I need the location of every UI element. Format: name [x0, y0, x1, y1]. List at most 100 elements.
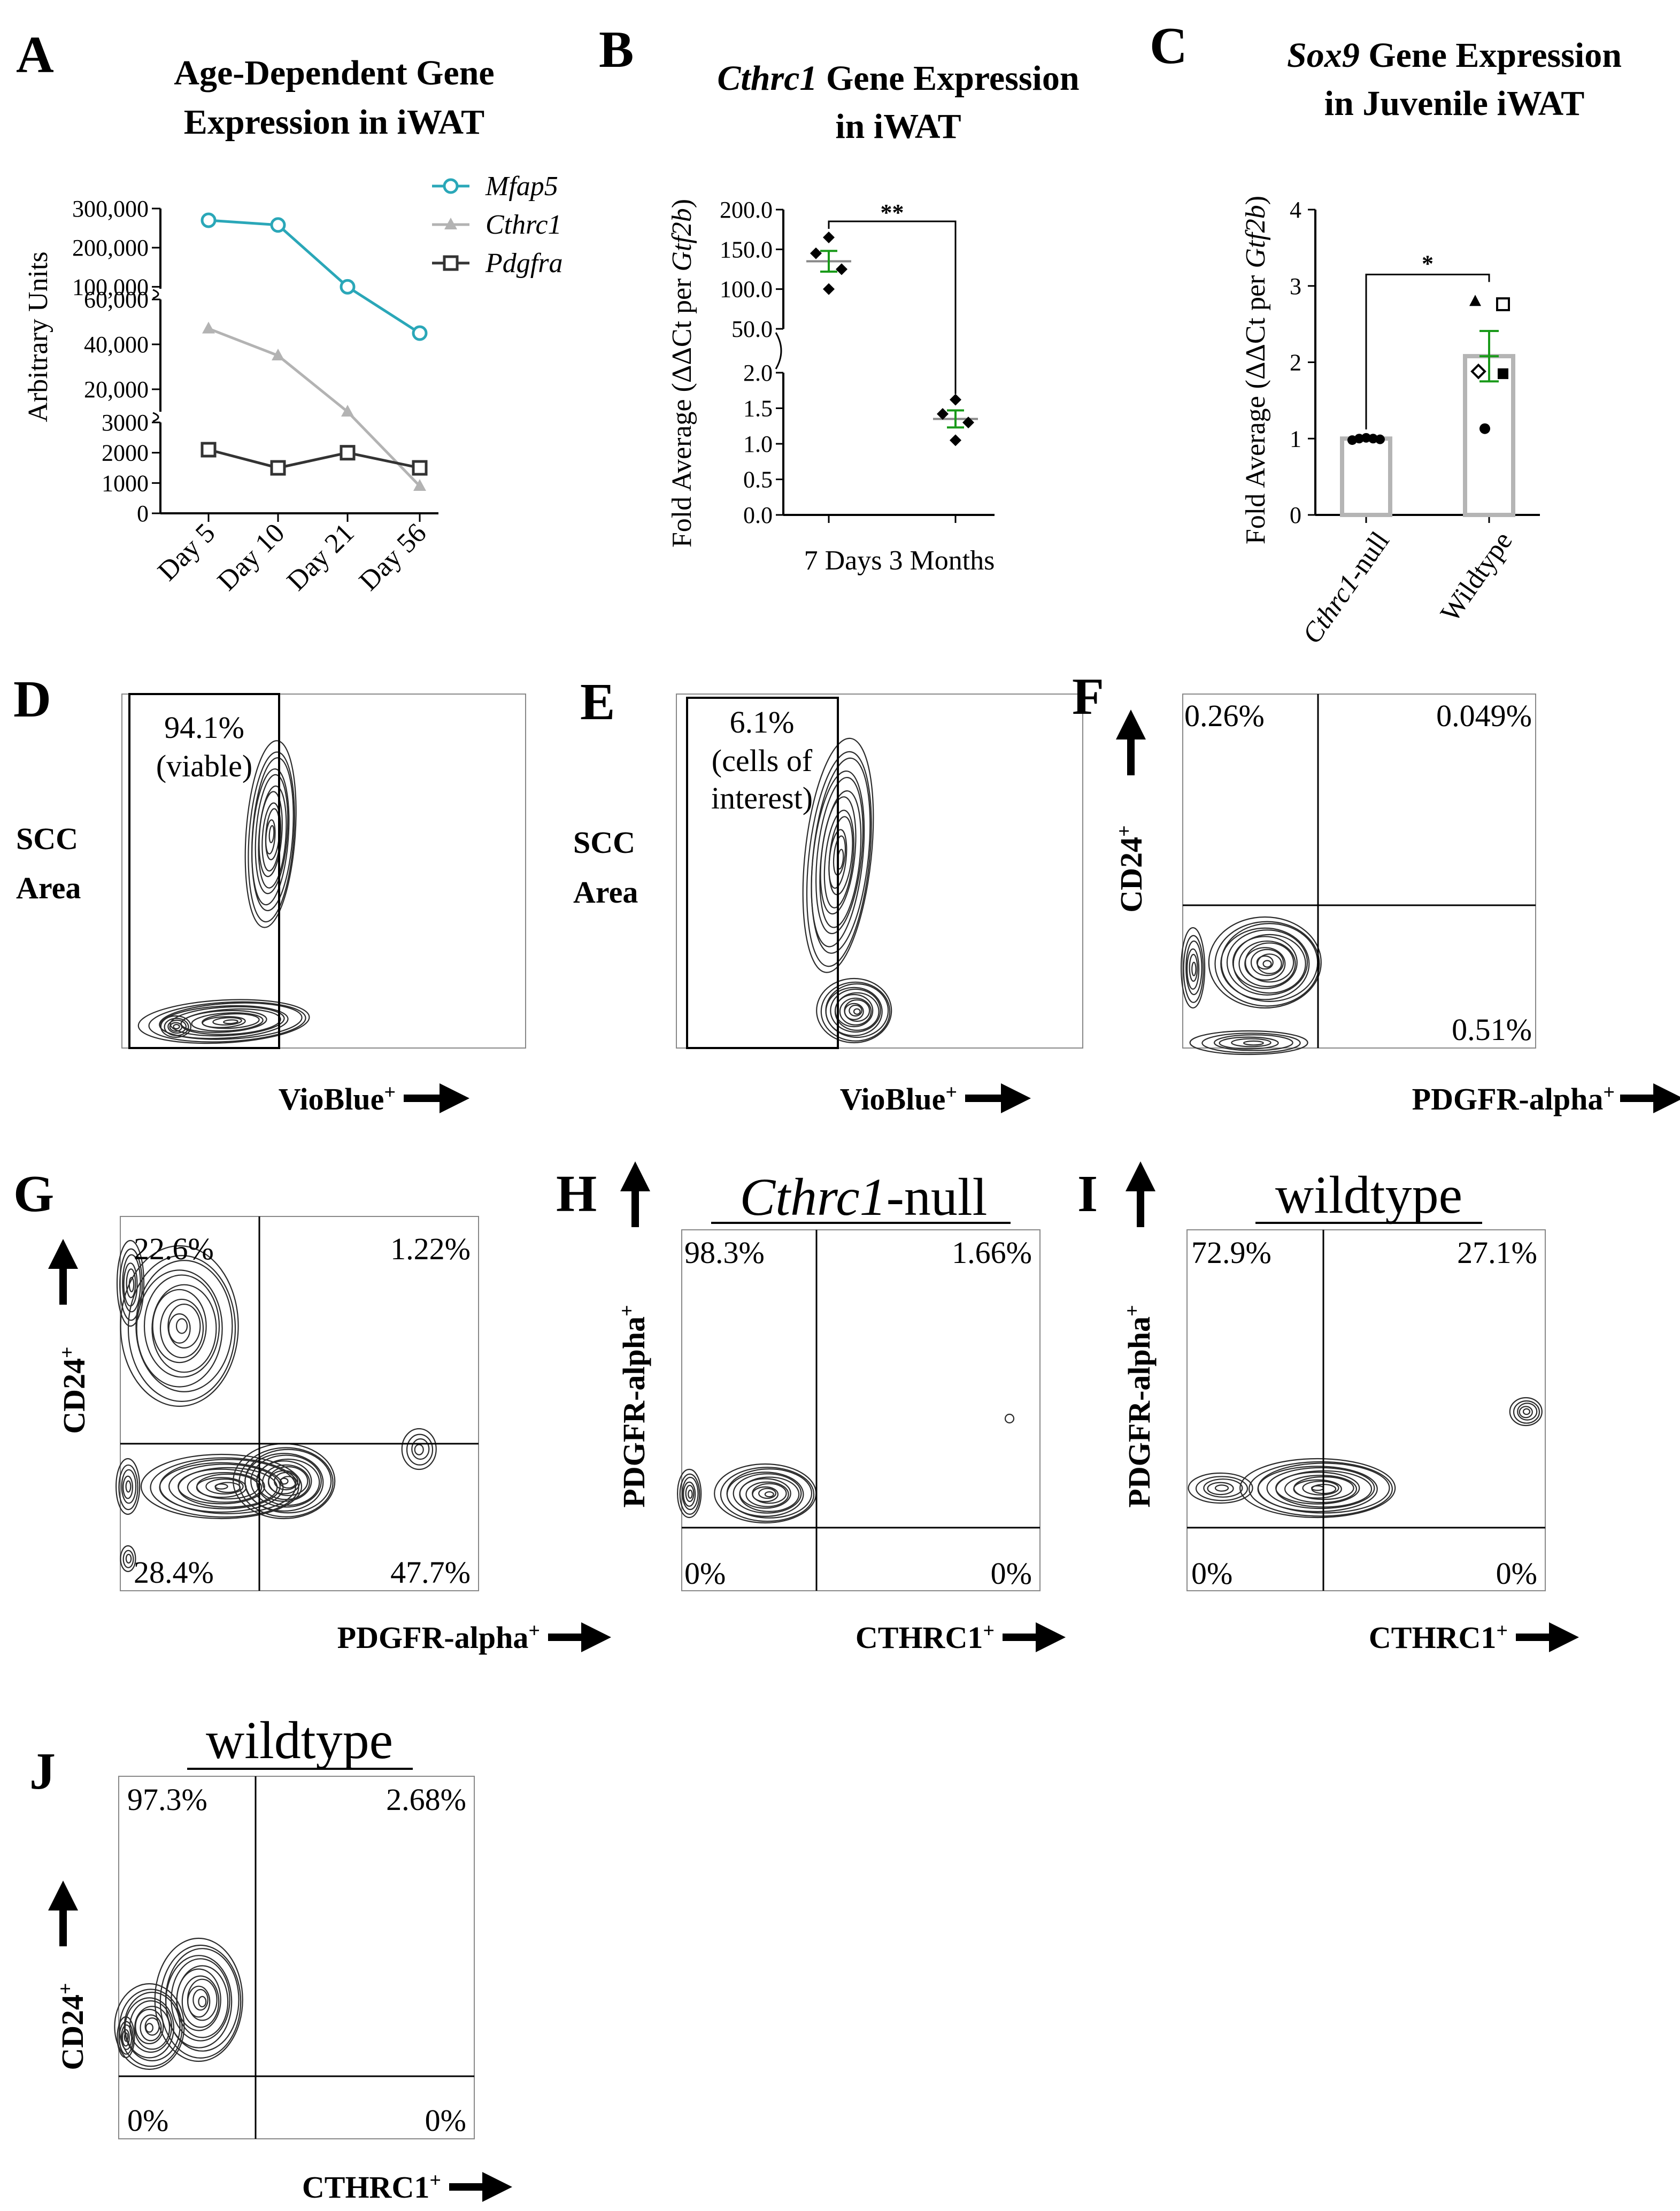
panel-h-y-label-sup: + [616, 1305, 638, 1316]
d-contour-2-10 [202, 1016, 246, 1028]
panel-a-point-mfap5-2 [270, 217, 286, 233]
panel-a-axis-break-2 [152, 289, 159, 299]
panel-g-x-label-text: PDGFR-alpha [337, 1620, 529, 1655]
panel-f-q-ul: 0.26% [1184, 698, 1265, 733]
g-contour-4-10 [267, 1470, 300, 1494]
g-contour-2-6 [128, 1276, 135, 1292]
j-contour-2-9 [144, 2017, 160, 2036]
i-contour-1-5 [1266, 1467, 1375, 1509]
panel-h-y-label: PDGFR-alpha+ [616, 1305, 651, 1507]
panel-c-y-tick-label: 4 [1290, 197, 1301, 223]
panel-a-y-tick-label: 2000 [102, 440, 149, 466]
g-contour-6-1 [115, 1458, 141, 1515]
panel-h-q-ur: 1.66% [952, 1235, 1032, 1270]
h-contour-1-11 [758, 1488, 776, 1499]
panel-d-y-label-1: SCC [16, 821, 78, 856]
panel-c-y-label-post: ) [1240, 196, 1271, 205]
panel-a-y-tick-label: 60,000 [84, 287, 149, 313]
panel-e-gate [686, 697, 839, 1049]
i-contour-3-4 [1519, 1406, 1533, 1419]
panel-i-x-label-sup: + [1496, 1620, 1508, 1642]
panel-c-point-1-3 [1361, 433, 1371, 443]
panel-b-title-line-2: in iWAT [835, 107, 961, 146]
d-contour-1-1 [244, 740, 297, 928]
panel-g-y-label: CD24+ [56, 1346, 91, 1434]
panel-b: B Cthrc1 Gene Expression in iWAT Fold Av… [599, 21, 1080, 576]
g-contour-7-2 [122, 1550, 134, 1568]
panel-i-contours [1188, 1397, 1543, 1519]
j-contour-2-1 [114, 1983, 185, 2070]
panel-a-y-tick-label: 1000 [102, 470, 149, 496]
f-contour-2-5 [1189, 953, 1198, 982]
panel-g-x-label-sup: + [528, 1620, 540, 1642]
panel-b-title-gene: Cthrc1 [717, 59, 817, 98]
g-contour-6-2 [118, 1464, 138, 1511]
panel-d-y-label-2: Area [16, 870, 81, 905]
g-contour-4-11 [273, 1472, 299, 1491]
panel-a-legend-label: Pdgfra [485, 248, 562, 279]
panel-a-point-pdgfra-1 [201, 442, 217, 458]
panel-d: D 94.1% (viable) SCC Area VioBlue+ [13, 671, 526, 1116]
panel-b-significance-bracket [828, 220, 957, 394]
panel-j-y-label-text: CD24 [55, 1994, 90, 2070]
j-contour-2-7 [135, 2008, 164, 2045]
panel-b-significance-label: ** [881, 199, 904, 226]
panel-e-gate-note-2: interest) [711, 781, 813, 815]
g-contour-6-3 [121, 1469, 137, 1504]
i-contour-2-2 [1195, 1476, 1249, 1501]
panel-g-q-ll: 28.4% [134, 1555, 214, 1590]
panel-d-plot-frame [121, 694, 526, 1049]
panel-a-point-pdgfra-2 [270, 460, 286, 476]
g-contour-2-2 [119, 1248, 143, 1321]
j-contour-1-12 [198, 1996, 207, 2008]
panel-g-q-lr: 47.7% [390, 1555, 471, 1590]
panel-h-x-label-text: CTHRC1 [856, 1620, 983, 1655]
d-contour-3-4 [169, 1022, 183, 1032]
panel-i: I wildtype 72.9% 27.1% 0% 0% PDGFR-alpha… [1077, 1161, 1579, 1655]
g-contour-3-5 [168, 1463, 281, 1509]
panel-j-y-label: CD24+ [55, 1983, 90, 2070]
panel-c-y-tick-label: 2 [1290, 350, 1301, 376]
g-contour-1-8 [159, 1298, 204, 1359]
panel-i-q-ur: 27.1% [1457, 1235, 1537, 1270]
panel-letter-a: A [16, 26, 54, 84]
d-contour-3-1 [160, 1015, 191, 1038]
panel-b-point-2-1 [950, 394, 961, 406]
panel-c-point-1-4 [1368, 434, 1378, 444]
panel-c-bar-1 [1340, 436, 1392, 517]
panel-c-point-2-3 [1470, 363, 1486, 380]
panel-f-y-label: CD24+ [1113, 825, 1149, 912]
i-contour-2-1 [1188, 1472, 1253, 1504]
f-contour-2-6 [1191, 961, 1197, 976]
d-contour-2-2 [148, 1001, 306, 1043]
d-contour-1-2 [248, 751, 295, 923]
d-contour-1-10 [265, 819, 276, 854]
i-contour-1-1 [1239, 1458, 1396, 1519]
panel-h-q-ll: 0% [684, 1556, 726, 1591]
d-contour-2-1 [137, 999, 310, 1044]
panel-c-bars [1340, 295, 1515, 518]
panel-a-category-label: Day 56 [353, 518, 433, 597]
panel-letter-h: H [556, 1165, 597, 1223]
g-contour-4-7 [256, 1460, 312, 1502]
panel-h-q-ul: 98.3% [684, 1235, 765, 1270]
panel-a-point-cthrc1-2 [272, 349, 284, 360]
i-contour-1-13 [1311, 1485, 1324, 1491]
d-contour-1-11 [268, 825, 275, 843]
f-contour-1-5 [1226, 929, 1308, 996]
panel-c-title-rest: Gene Expression [1360, 36, 1622, 75]
panel-j-plot-frame [118, 1776, 475, 2139]
panel-a-y-tick-label: 300,000 [72, 196, 149, 222]
panel-b-axis-break [775, 332, 782, 369]
g-contour-5-4 [414, 1444, 424, 1455]
f-contour-3-1 [1189, 1030, 1308, 1056]
d-contour-3-3 [167, 1019, 187, 1034]
g-contour-1-1 [120, 1245, 239, 1407]
panel-b-axes: 0.0 0.5 1.0 1.5 2.0 50.0 100.0 150.0 200.0 ** [720, 197, 995, 528]
g-contour-7-1 [120, 1545, 136, 1573]
panel-b-point-1-4 [823, 283, 835, 295]
panel-h-y-label-text: PDGFR-alpha [616, 1316, 651, 1508]
panel-j-q-ul: 97.3% [127, 1782, 207, 1817]
panel-c-category-2: Wildtype [1435, 526, 1518, 627]
panel-d-contours [137, 740, 310, 1044]
